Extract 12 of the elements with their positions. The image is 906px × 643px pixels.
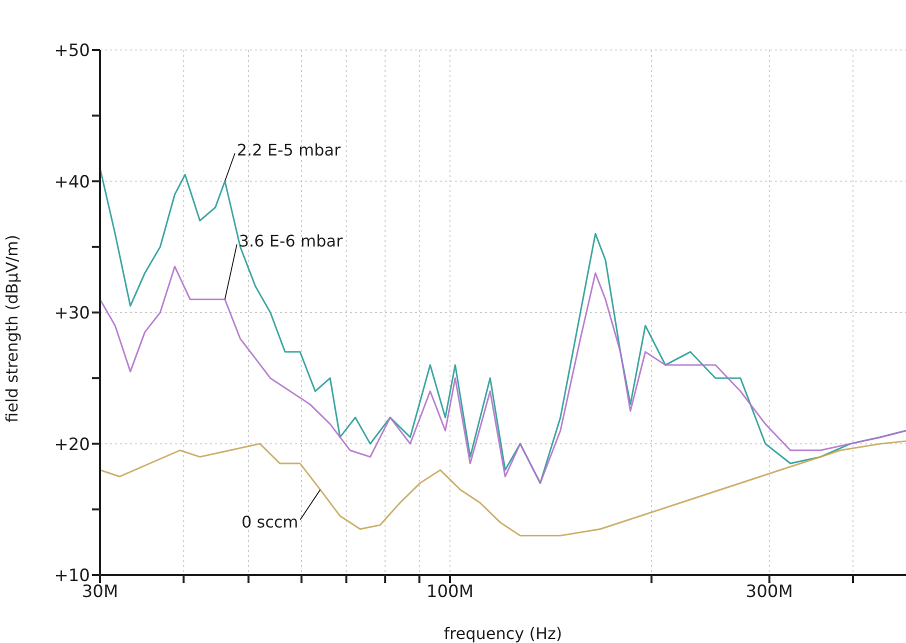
x-tick-label: 30M [82,582,118,602]
y-tick-label: +30 [54,304,90,324]
y-tick-label: +40 [54,172,90,192]
x-axis-title: frequency (Hz) [444,624,562,643]
series-label: 2.2 E-5 mbar [236,140,342,160]
series-label: 0 sccm [241,512,298,532]
y-axis-title: field strength (dBµV/m) [2,234,22,422]
x-tick-label: 300M [746,582,793,602]
y-tick-label: +50 [54,41,90,62]
text: 3.6 E-6 mbar [238,231,344,250]
y-tick-label: +20 [54,434,90,455]
x-tick-label: 100M [426,582,474,602]
